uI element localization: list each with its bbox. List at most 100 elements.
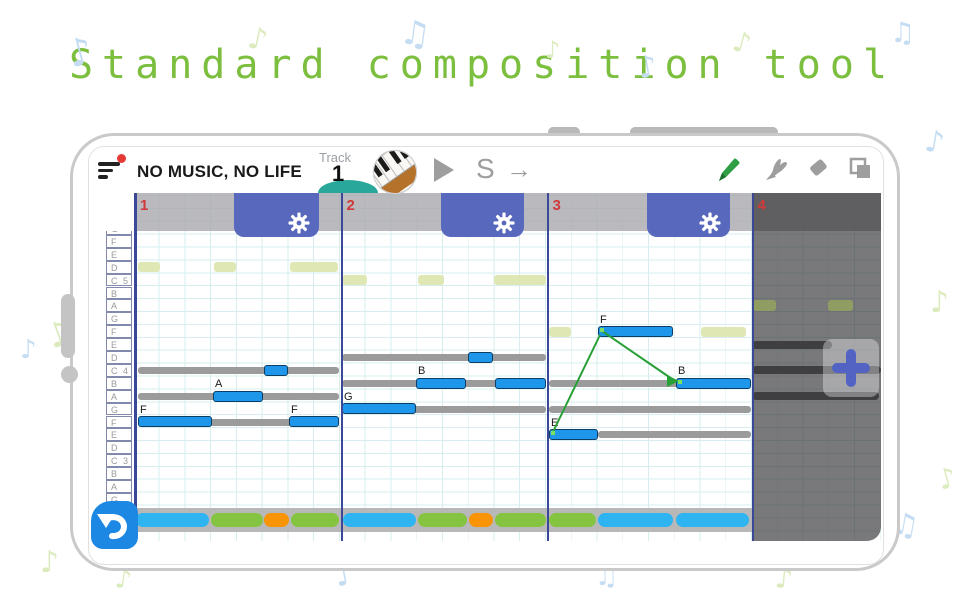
note-block[interactable]	[138, 416, 212, 428]
playhead-indicator	[318, 180, 378, 193]
page-title: Standard composition tool	[68, 42, 897, 88]
piano-key-f[interactable]: F	[106, 415, 132, 429]
piano-key-e[interactable]: E	[106, 428, 132, 442]
note-pitch-label: G	[344, 391, 353, 404]
key-octave: 3	[122, 456, 128, 467]
piano-key-g[interactable]: G	[106, 402, 132, 416]
undo-button[interactable]	[91, 501, 138, 549]
measure-number: 1	[140, 197, 149, 214]
pencil-tool-icon[interactable]	[714, 155, 744, 185]
measure-number: 4	[757, 197, 766, 214]
key-label: G	[111, 404, 119, 415]
piano-key-f[interactable]: F	[106, 234, 132, 248]
track-label: Track	[319, 150, 352, 165]
dimmed-note	[752, 392, 879, 401]
overview-segment[interactable]	[549, 513, 596, 527]
note-pitch-label: B	[418, 365, 426, 378]
measure-settings-button[interactable]	[234, 193, 319, 237]
piano-key-a[interactable]: A	[106, 299, 132, 313]
overview-segment[interactable]	[264, 513, 289, 527]
measure-settings-button[interactable]	[647, 193, 730, 237]
s-mode-button[interactable]: S	[476, 153, 495, 184]
play-button[interactable]	[434, 158, 454, 182]
note-block[interactable]	[416, 377, 466, 389]
track-number[interactable]: 1	[332, 161, 345, 186]
overview-segment[interactable]	[211, 513, 263, 527]
key-label: C	[111, 275, 118, 286]
overview-segment[interactable]	[291, 513, 339, 527]
piano-key-g[interactable]: G	[106, 312, 132, 326]
piano-key-d[interactable]: D	[106, 260, 132, 274]
piano-key-a[interactable]: A	[106, 480, 132, 493]
piano-key-b[interactable]: B	[106, 467, 132, 480]
key-label: B	[111, 288, 118, 299]
hand-tool-icon[interactable]	[762, 155, 792, 185]
overview-segment[interactable]	[469, 513, 493, 527]
note-pitch-label: F	[140, 404, 147, 416]
note-selection-dot	[551, 431, 555, 435]
piano-key-e[interactable]: E	[106, 247, 132, 261]
gear-icon	[699, 212, 721, 234]
key-octave: 5	[122, 275, 128, 286]
note-block[interactable]	[342, 403, 416, 415]
piano-key-g[interactable]: G	[106, 231, 132, 235]
eraser-tool-icon[interactable]	[805, 155, 833, 183]
measure-settings-button[interactable]	[441, 193, 524, 237]
piano-key-d[interactable]: D	[106, 351, 132, 364]
measure-divider	[134, 193, 137, 541]
key-label: A	[111, 482, 118, 492]
piano-avatar-icon[interactable]	[372, 149, 418, 195]
key-label: E	[111, 249, 118, 260]
gear-icon	[493, 212, 515, 234]
measure-divider	[546, 193, 549, 541]
piano-key-e[interactable]: E	[106, 338, 132, 351]
key-label: C	[111, 365, 118, 376]
note-block[interactable]	[549, 429, 598, 441]
note-block[interactable]	[468, 351, 493, 363]
overview-segment[interactable]	[136, 513, 209, 527]
key-label: D	[111, 353, 118, 363]
note-pitch-label: F	[291, 404, 298, 416]
note-block[interactable]	[598, 326, 673, 337]
piano-key-b[interactable]: B	[106, 286, 132, 300]
music-note-icon: ♪	[934, 460, 960, 497]
app-title: NO MUSIC, NO LIFE	[137, 162, 302, 181]
note-block[interactable]	[495, 377, 546, 389]
other-track-note	[598, 431, 751, 439]
overview-segment[interactable]	[418, 513, 467, 527]
other-track-note	[138, 262, 160, 273]
piano-key-d[interactable]: D	[106, 441, 132, 455]
overview-segment[interactable]	[495, 513, 546, 527]
measure-divider	[751, 193, 754, 541]
key-label: F	[111, 417, 117, 428]
key-label: G	[111, 314, 119, 325]
overview-segment[interactable]	[598, 513, 673, 527]
other-track-note	[214, 262, 236, 273]
phone-volume-button	[61, 294, 75, 358]
piano-keys-column: GFEDC5BAGFEDC4BAGFEDC3BAG	[106, 231, 134, 506]
piano-key-a[interactable]: A	[106, 389, 132, 403]
key-label: G	[111, 231, 118, 234]
piano-key-f[interactable]: F	[106, 325, 132, 339]
dimmed-note	[752, 340, 832, 349]
add-measure-button[interactable]	[823, 339, 879, 397]
note-block[interactable]	[289, 416, 339, 428]
music-note-icon: ♪	[922, 123, 948, 162]
overview-segment[interactable]	[343, 513, 416, 527]
copy-tool-icon[interactable]	[847, 155, 875, 183]
key-label: A	[111, 301, 118, 312]
note-block[interactable]	[676, 377, 751, 389]
note-block[interactable]	[213, 390, 263, 402]
measure-divider	[340, 193, 343, 541]
overview-segment[interactable]	[676, 513, 749, 527]
piano-key-b[interactable]: B	[106, 376, 132, 390]
key-label: D	[111, 262, 118, 273]
note-pitch-label: A	[215, 378, 223, 391]
note-block[interactable]	[264, 364, 288, 376]
dimmed-note	[828, 300, 853, 312]
forward-arrow-button[interactable]: →	[506, 154, 532, 184]
